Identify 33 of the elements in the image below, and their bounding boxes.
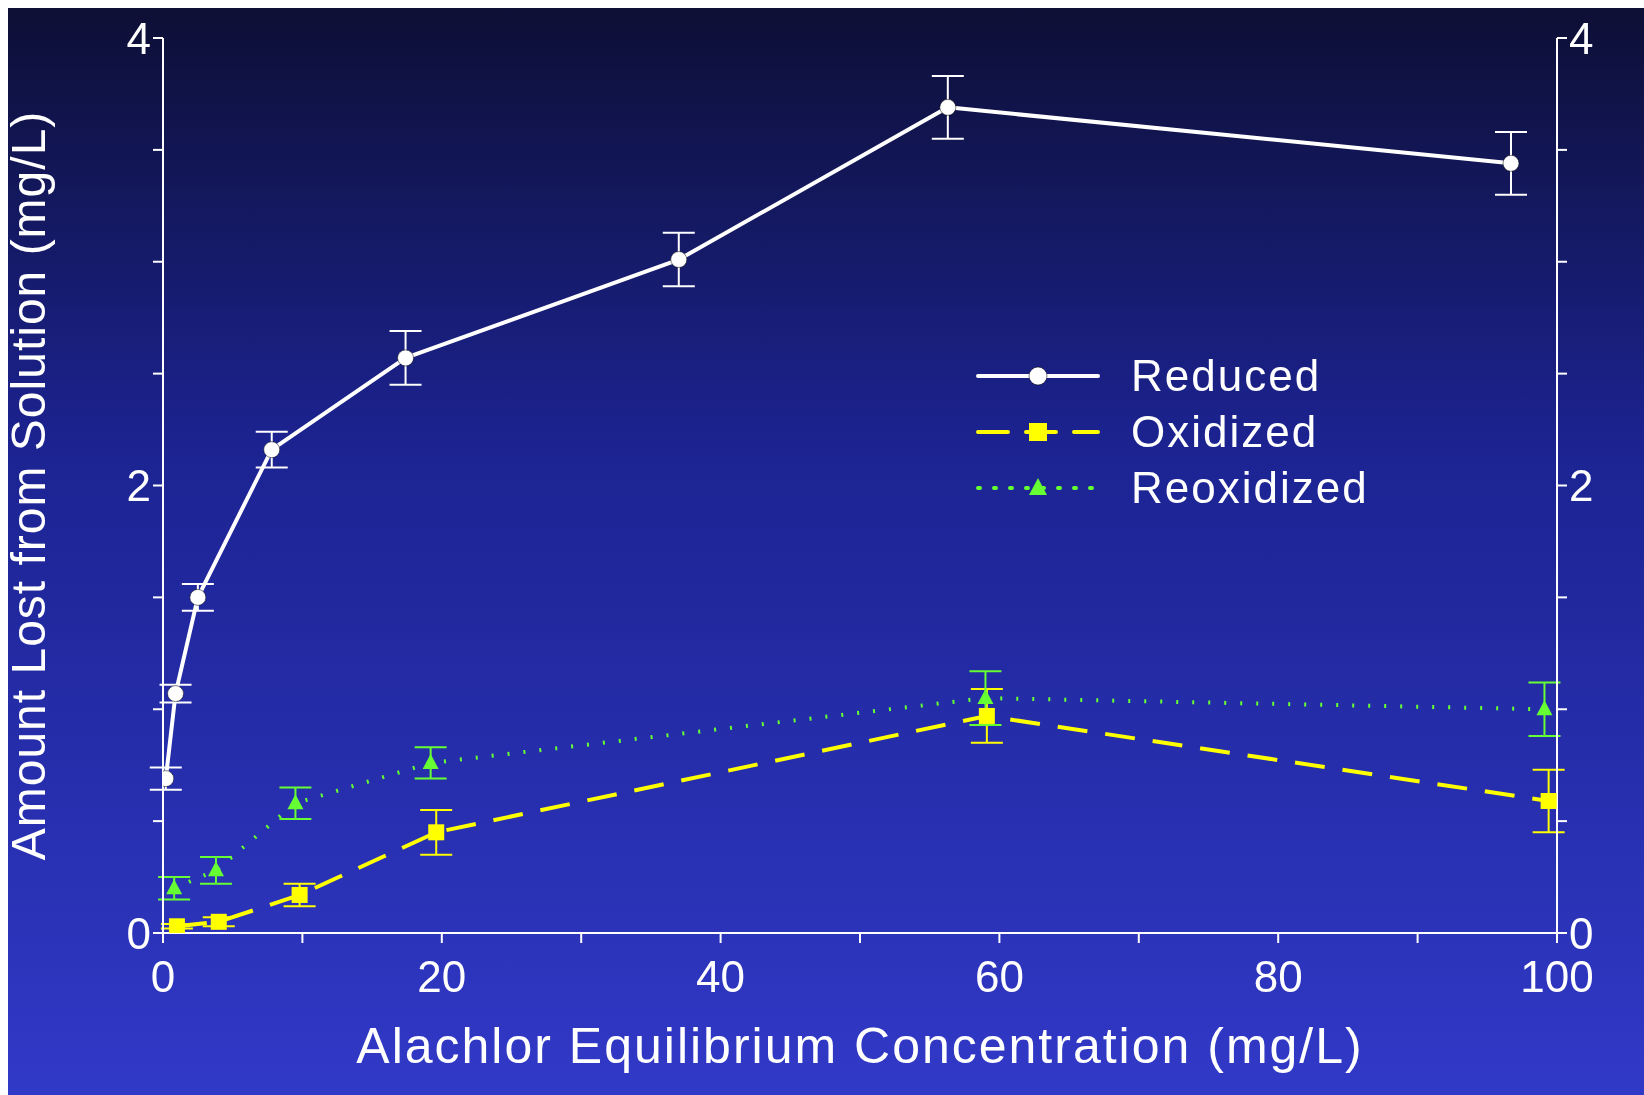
point	[207, 861, 224, 877]
x-tick-label: 20	[417, 952, 467, 1002]
point	[287, 794, 304, 810]
point	[978, 707, 995, 724]
point	[189, 589, 207, 606]
legend-label: Oxidized	[1131, 407, 1319, 457]
point	[428, 824, 445, 841]
y2-tick-label: 4	[1569, 13, 1594, 63]
y-tick-label: 2	[126, 461, 151, 511]
point	[263, 441, 280, 458]
point	[291, 886, 308, 903]
y-axis-title: Amount Lost from Solution (mg/L)	[2, 110, 56, 861]
point	[670, 251, 688, 268]
x-tick-label: 40	[696, 952, 746, 1002]
x-axis-title: Alachlor Equilibrium Concentration (mg/L)	[356, 1018, 1364, 1074]
legend-label: Reoxidized	[1131, 463, 1369, 513]
point	[939, 99, 957, 116]
y-tick-label: 4	[126, 13, 151, 63]
x-tick-label: 80	[1253, 952, 1303, 1002]
point	[1540, 792, 1557, 809]
point	[167, 685, 184, 702]
point	[210, 913, 227, 930]
point	[168, 918, 185, 933]
y-tick-label: 0	[126, 908, 151, 958]
point	[1502, 155, 1520, 172]
x-tick-label: 60	[974, 952, 1024, 1002]
y2-tick-label: 2	[1569, 461, 1594, 511]
point	[1536, 700, 1553, 716]
point	[397, 349, 414, 367]
point	[422, 753, 439, 769]
point	[977, 689, 994, 705]
point	[166, 879, 183, 895]
legend-label: Reduced	[1131, 351, 1322, 401]
